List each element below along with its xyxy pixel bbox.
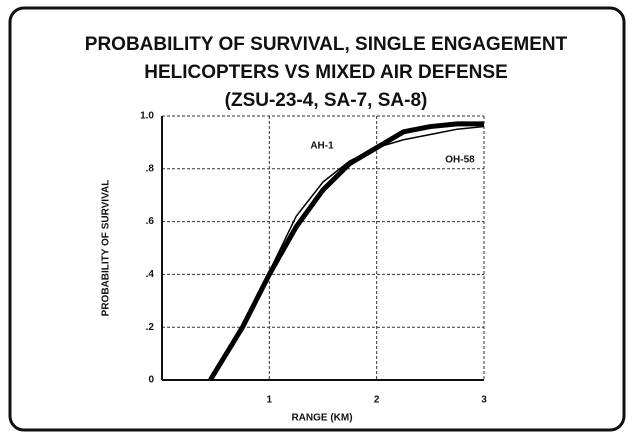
chart-title: PROBABILITY OF SURVIVAL, SINGLE ENGAGEME… <box>85 34 568 55</box>
y-tick-label: .6 <box>146 216 155 227</box>
x-tick-label: 2 <box>374 395 380 406</box>
frame <box>8 6 626 432</box>
y-axis-label: PROBABILITY OF SURVIVAL <box>101 180 112 317</box>
chart-title: HELICOPTERS VS MIXED AIR DEFENSE <box>144 62 508 83</box>
y-tick-label: 0 <box>148 375 154 386</box>
x-axis-label: RANGE (KM) <box>291 413 352 424</box>
y-tick-label: .2 <box>146 322 155 333</box>
series-label: OH-58 <box>445 155 475 166</box>
line <box>209 125 485 381</box>
line <box>208 121 484 382</box>
y-tick-label: 1.0 <box>140 111 154 122</box>
x-tick-label: 3 <box>481 395 487 406</box>
y-tick-label: .4 <box>146 269 155 280</box>
series-label: AH-1 <box>310 141 334 152</box>
x-tick-label: 1 <box>267 395 273 406</box>
y-tick-label: .8 <box>146 163 155 174</box>
chart-title: (ZSU-23-4, SA-7, SA-8) <box>225 90 428 111</box>
